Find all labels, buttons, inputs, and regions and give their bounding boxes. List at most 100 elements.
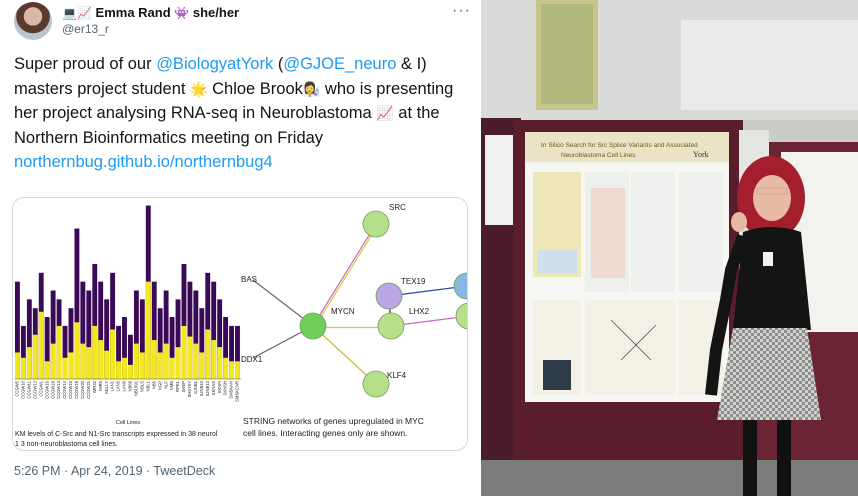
network-node-label: TEX19 [401, 277, 426, 286]
bar-yellow [110, 329, 116, 379]
bar-dark [229, 325, 234, 379]
cell-line-label: CCGW12 [32, 380, 37, 399]
bar-yellow [98, 340, 104, 379]
bar-dark [110, 272, 116, 379]
cell-line-label: CCGW14 [62, 380, 67, 399]
mention-biologyatyork[interactable]: @BiologyatYork [156, 55, 274, 73]
tweet-text-part: & I) masters project student [14, 55, 427, 98]
display-name[interactable]: Emma Rand [95, 5, 171, 20]
bar-dark [163, 290, 169, 379]
bar-yellow [56, 325, 62, 379]
cell-line-label: SJNB12 [205, 380, 210, 396]
bar-yellow [15, 352, 20, 379]
tweet-text-part: Super proud of our [14, 55, 157, 73]
bar-dark [44, 317, 50, 379]
network-node-label: MYCN [331, 307, 355, 316]
bar-dark [104, 299, 110, 379]
tweet-link[interactable]: northernbug.github.io/northernbug4 [14, 153, 273, 171]
bar-dark [139, 299, 145, 379]
cell-line-label: NB5 [151, 380, 156, 389]
cell-line-label: CCGW21 [86, 380, 91, 399]
bar-caption-2: 1 3 non-neuroblastoma cell lines. [15, 441, 118, 448]
cell-line-label: CCGW5 [15, 380, 20, 396]
bar-yellow [133, 343, 139, 379]
cell-line-label: NLF [163, 381, 168, 389]
poster-title: In Silico Search for Src Splice Variants… [541, 142, 698, 149]
alien-monster-emoji: 👾 [174, 6, 190, 20]
avatar[interactable] [14, 2, 52, 40]
cell-line-label: LAN6 [122, 380, 127, 391]
bar-dark [211, 281, 217, 379]
cell-line-label: SHEP [181, 381, 186, 393]
bar-yellow [74, 322, 80, 379]
bar-dark [235, 325, 240, 379]
cell-line-label: IMR5 [98, 380, 103, 391]
cell-line-label: IMR32 [92, 380, 97, 393]
cell-line-label: SKNFI [217, 381, 222, 393]
tweet-media-image[interactable]: CCGW5 CCGW10 CCGW11 CCGW12 CCGW1 CCGW16 CCGW18… [12, 197, 468, 451]
mention-gjoe-neuro[interactable]: @GJOE_neuro [283, 55, 397, 73]
cell-line-label: CCGW16 [44, 380, 49, 399]
bar-dark [128, 334, 133, 379]
tweet-text: Super proud of our @BiologyatYork (@GJOE… [14, 52, 469, 175]
network-node [362, 370, 390, 398]
cell-line-label: NB69 [128, 380, 133, 391]
network-node-label: KLF4 [387, 371, 407, 380]
network-node-label: DDX1 [241, 355, 263, 364]
network-node [375, 282, 403, 310]
cell-line-label: CCGW13 [56, 380, 61, 399]
bar-yellow [169, 357, 175, 379]
bar-dark [133, 290, 139, 379]
bar-dark [26, 299, 32, 379]
cell-line-label: LAN1 [110, 380, 115, 391]
author-name-row[interactable]: 💻📈 Emma Rand 👾 she/her [62, 5, 239, 20]
cell-line-label: CCGW1 [38, 380, 43, 396]
poster-subtitle: Neuroblastoma Cell Lines [561, 152, 636, 159]
bar-dark [74, 228, 80, 379]
bar-yellow [92, 325, 98, 379]
bar-yellow [44, 361, 50, 379]
bar-dark [169, 317, 175, 379]
bar-yellow [86, 347, 92, 379]
cell-line-label: CCGW19 [74, 380, 79, 399]
tweet-text-part: at the Northern Bioinformatics meeting o… [14, 104, 440, 147]
cell-line-label: CCGW18 [50, 380, 55, 399]
bar-yellow [104, 350, 110, 379]
bar-yellow [20, 357, 26, 379]
poster-logo: York [693, 150, 709, 159]
star-emoji: 🌟 [190, 80, 208, 97]
network-node-label: BAS [241, 275, 257, 284]
cell-line-label: SJNB10 [199, 380, 204, 396]
bar-xlabel: Cell Lines [116, 420, 140, 426]
bar-yellow [26, 347, 32, 379]
bar-yellow [151, 340, 157, 379]
cell-line-label: SHSY5Y [187, 381, 192, 398]
bar-dark [217, 299, 223, 379]
tweet-timestamp[interactable]: 5:26 PM · Apr 24, 2019 · TweetDeck [14, 464, 216, 478]
tweet-text-part: Chloe Brook [207, 79, 303, 98]
network-edge [312, 223, 377, 327]
bar-yellow [205, 329, 211, 379]
bar-dark [223, 317, 229, 379]
bar-yellow [211, 340, 217, 379]
bar-yellow [122, 357, 127, 379]
network-caption: STRING networks of genes upregulated in … [243, 416, 424, 426]
laptop-emoji: 💻 [62, 6, 77, 20]
bar-chart: CCGW5 CCGW10 CCGW11 CCGW12 CCGW1 CCGW16 CCGW18… [15, 205, 241, 448]
cell-line-label: SKNSH [223, 381, 228, 395]
pronouns: she/her [192, 5, 240, 20]
cell-line-label: SMSKAN [229, 381, 234, 399]
bar-yellow [116, 361, 121, 379]
bar-yellow [235, 361, 240, 379]
cell-line-label: SMSKCNR [235, 381, 240, 402]
tweet-photo[interactable]: In Silico Search for Src Splice Variants… [481, 0, 858, 496]
more-icon[interactable]: ··· [452, 2, 471, 19]
bar-dark [15, 281, 20, 379]
string-network: SRC TEX19 BAS MYCN LHX2 DDX1 KLF4 STRING networ… [241, 203, 467, 438]
cell-line-label: CCGW10 [21, 380, 26, 399]
bar-yellow [223, 357, 229, 379]
cell-line-label: KELLY [104, 381, 109, 394]
network-node [362, 210, 390, 238]
author-handle[interactable]: @er13_r [62, 22, 109, 36]
bar-yellow [145, 281, 151, 379]
